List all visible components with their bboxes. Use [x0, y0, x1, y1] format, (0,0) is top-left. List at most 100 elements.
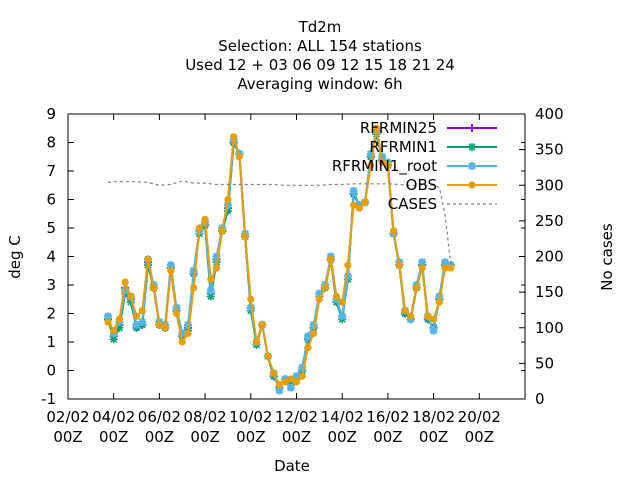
legend-label: RFRMIN1 — [369, 138, 437, 156]
data-point — [304, 344, 312, 352]
data-point — [361, 198, 369, 206]
legend-swatch-marker — [468, 162, 476, 170]
title-line: Averaging window: 6h — [237, 75, 402, 93]
data-point — [235, 153, 243, 161]
data-point — [292, 378, 301, 386]
data-point — [270, 369, 278, 377]
series-cases — [107, 180, 452, 264]
data-point — [166, 261, 175, 270]
y-tick-label: 3 — [46, 276, 56, 294]
data-point — [321, 284, 329, 292]
data-point — [287, 375, 295, 383]
data-point — [315, 289, 324, 298]
x-tick-label-hour: 00Z — [419, 428, 448, 446]
data-point — [184, 329, 192, 338]
legend-item: RFRMIN1 — [369, 138, 497, 156]
y-tick-label: 0 — [46, 362, 56, 380]
data-point — [206, 292, 215, 301]
data-point — [286, 383, 295, 392]
y-tick-label: 4 — [46, 248, 56, 266]
data-point — [183, 320, 192, 329]
x-tick-label: 02/02 — [46, 408, 89, 426]
data-point — [412, 284, 421, 292]
x-tick-label-hour: 00Z — [236, 428, 265, 446]
data-point — [332, 292, 341, 300]
x-tick-label-hour: 00Z — [282, 428, 311, 446]
x-tick-label: 08/02 — [183, 408, 226, 426]
data-point — [201, 215, 209, 224]
data-point — [264, 352, 272, 360]
data-point — [121, 286, 130, 295]
legend-swatch-marker — [468, 181, 476, 189]
data-point — [224, 195, 232, 204]
series-layer — [103, 124, 455, 395]
series-obs — [104, 124, 455, 389]
y-tick-label: 1 — [46, 333, 56, 351]
y2-tick-label: 200 — [535, 248, 564, 266]
data-point — [367, 161, 375, 169]
data-point — [303, 332, 312, 341]
data-point — [327, 255, 335, 263]
data-point — [441, 264, 449, 272]
y2-tick-label: 0 — [535, 390, 545, 408]
y-tick-label: 7 — [46, 162, 56, 180]
data-point — [310, 329, 318, 338]
data-point — [315, 295, 323, 303]
title-line: Td2m — [298, 18, 342, 36]
legend-label: CASES — [388, 195, 437, 213]
series-line — [107, 180, 452, 264]
data-point — [195, 224, 203, 232]
data-point — [138, 307, 146, 315]
y-axis-label: deg C — [6, 235, 24, 279]
data-point — [366, 149, 375, 158]
data-point — [298, 372, 306, 380]
x-tick-label-hour: 00Z — [99, 428, 128, 446]
y-tick-label: 5 — [46, 219, 56, 237]
data-point — [161, 324, 169, 332]
data-point — [103, 312, 112, 321]
data-point — [390, 227, 398, 235]
y-tick-label: 8 — [46, 134, 56, 152]
data-point — [223, 201, 232, 210]
y2-axis-label: No cases — [598, 223, 616, 291]
x-tick-label-hour: 00Z — [328, 428, 357, 446]
title-line: Selection: ALL 154 stations — [218, 37, 422, 55]
legend-item: RFRMIN1_root — [332, 157, 497, 176]
y-tick-label: 2 — [46, 305, 56, 323]
data-point — [429, 326, 438, 335]
data-point — [430, 315, 438, 323]
data-point — [115, 315, 124, 323]
data-point — [155, 321, 163, 329]
data-point — [418, 264, 426, 272]
y-tick-label: -1 — [41, 390, 56, 408]
y2-tick-label: 150 — [535, 283, 564, 301]
x-tick-label-hour: 00Z — [190, 428, 219, 446]
legend-item: RFRMIN25 — [360, 119, 497, 137]
data-point — [132, 320, 141, 329]
legend-item: OBS — [406, 176, 497, 194]
data-point — [246, 303, 255, 312]
data-point — [189, 266, 198, 275]
x-tick-label-hour: 00Z — [53, 428, 82, 446]
data-point — [121, 278, 129, 286]
y2-tick-label: 100 — [535, 319, 564, 337]
legend-item: CASES — [388, 195, 497, 213]
x-tick-label: 12/02 — [275, 408, 318, 426]
x-tick-label-hour: 00Z — [373, 428, 402, 446]
data-point — [109, 335, 118, 344]
data-point — [178, 338, 186, 346]
data-point — [292, 372, 301, 381]
data-point — [241, 232, 249, 241]
x-tick-label: 18/02 — [412, 408, 455, 426]
data-point — [178, 329, 187, 338]
data-point — [247, 295, 255, 303]
data-point — [115, 323, 124, 332]
plot-frame — [67, 113, 526, 400]
data-point — [167, 267, 175, 275]
data-point — [350, 201, 358, 209]
y2-tick-label: 50 — [535, 354, 554, 372]
data-point — [144, 255, 152, 263]
data-point — [258, 321, 266, 329]
